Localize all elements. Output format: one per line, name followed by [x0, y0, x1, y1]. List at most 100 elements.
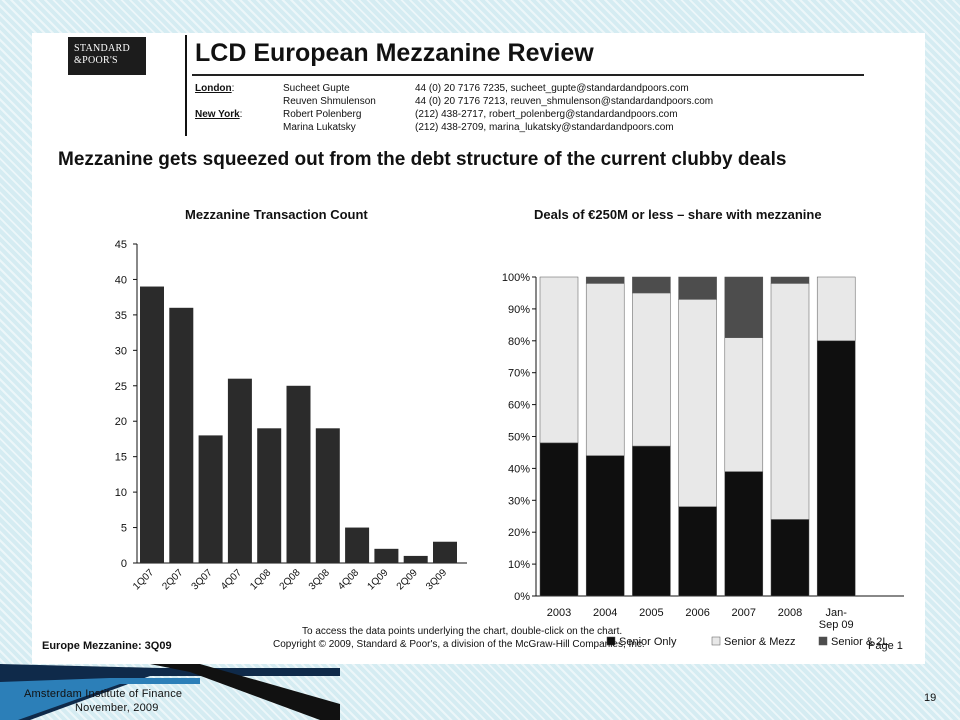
y-tick-label: 0: [121, 558, 127, 570]
x-tick-label: 2006: [685, 607, 709, 619]
contact-name: Sucheet Gupte: [283, 83, 350, 94]
y-tick-label: 10%: [508, 559, 530, 571]
x-tick-label: Sep 09: [819, 619, 854, 631]
bar: [140, 286, 164, 563]
x-tick-label: 1Q07: [131, 567, 156, 592]
stacked-bar-segment: [678, 299, 717, 507]
y-tick-label: 25: [115, 381, 127, 393]
y-tick-label: 90%: [508, 304, 530, 316]
y-tick-label: 40%: [508, 463, 530, 475]
headline: Mezzanine gets squeezed out from the deb…: [58, 149, 787, 170]
y-tick-label: 15: [115, 452, 127, 464]
contact-info: (212) 438-2709, marina_lukatsky@standard…: [415, 122, 674, 133]
stacked-bar-segment: [770, 276, 810, 284]
bar: [345, 527, 370, 563]
x-tick-label: 2004: [593, 607, 617, 619]
y-tick-label: 70%: [508, 368, 530, 380]
legend-swatch: [818, 636, 828, 646]
x-tick-label: 2008: [778, 607, 802, 619]
slide-date: November, 2009: [75, 702, 159, 714]
stacked-bar-segment: [539, 442, 579, 597]
stacked-bar-segment: [770, 519, 810, 597]
x-tick-label: 2005: [639, 607, 663, 619]
sp-logo: STANDARD &POOR'S: [68, 37, 146, 75]
y-tick-label: 50%: [508, 432, 530, 444]
footer-section-label: Europe Mezzanine: 3Q09: [42, 640, 172, 652]
y-tick-label: 5: [121, 523, 127, 535]
contact-city-london: London:: [195, 83, 235, 94]
legend-swatch: [606, 636, 616, 646]
x-tick-label: 4Q08: [336, 567, 361, 592]
x-tick-label: 2Q09: [395, 567, 420, 592]
contact-name: Marina Lukatsky: [283, 122, 356, 133]
legend-label: Senior & 2L: [831, 636, 888, 648]
chart2-title: Deals of €250M or less – share with mezz…: [534, 207, 822, 222]
x-tick-label: 4Q07: [219, 567, 244, 592]
institute-name: Amsterdam Institute of Finance: [24, 688, 183, 700]
y-tick-label: 10: [115, 487, 127, 499]
x-tick-label: 3Q08: [307, 567, 332, 592]
stacked-bar-segment: [585, 276, 625, 284]
stacked-bar-segment: [632, 445, 671, 597]
footer-page-number: Page 1: [868, 640, 903, 652]
stacked-bar-segment: [816, 340, 856, 597]
bar: [286, 385, 311, 563]
y-tick-label: 80%: [508, 336, 530, 348]
y-tick-label: 20%: [508, 527, 530, 539]
decorative-corner-stripes: [0, 664, 340, 720]
mezzanine-share-chart: 0% 10% 20% 30% 40% 50% 60% 70% 80% 90% 100% 2003 200…: [502, 272, 904, 648]
stacked-bar-segment: [585, 283, 625, 456]
bar: [315, 428, 340, 563]
stacked-bar-segment: [724, 276, 764, 338]
x-tick-label: 1Q08: [248, 567, 273, 592]
slide-number: 19: [924, 692, 937, 704]
contact-city-new-york: New York:: [195, 109, 243, 120]
stacked-bar-segment: [678, 276, 717, 300]
bar: [227, 378, 252, 563]
y-tick-label: 0%: [514, 591, 530, 603]
bar: [257, 428, 282, 563]
logo-line-1: STANDARD: [74, 43, 131, 54]
stacked-bar-segment: [632, 276, 671, 294]
contact-info: (212) 438-2717, robert_polenberg@standar…: [415, 109, 678, 120]
x-tick-label: 2007: [732, 607, 756, 619]
y-tick-label: 20: [115, 416, 127, 428]
contact-name: Robert Polenberg: [283, 109, 362, 120]
stacked-bar-segment: [632, 292, 671, 447]
x-tick-label: 1Q09: [365, 567, 390, 592]
bar: [169, 307, 194, 563]
stacked-bar-segment: [724, 337, 764, 472]
x-tick-label: Jan-: [825, 607, 847, 619]
bar: [374, 548, 399, 563]
stacked-bar-segment: [816, 276, 856, 342]
report-title: LCD European Mezzanine Review: [195, 39, 594, 67]
report-page: STANDARD &POOR'S LCD European Mezzanine …: [32, 33, 925, 664]
y-tick-label: 100%: [502, 272, 530, 284]
y-tick-label: 30: [115, 345, 127, 357]
x-tick-label: 3Q07: [190, 567, 215, 592]
y-tick-label: 35: [115, 310, 127, 322]
y-tick-label: 60%: [508, 400, 530, 412]
x-tick-label: 2Q07: [160, 567, 185, 592]
footer-copyright: Copyright © 2009, Standard & Poor's, a d…: [273, 639, 645, 650]
stacked-bar-segment: [678, 506, 717, 597]
legend-label: Senior Only: [619, 636, 677, 648]
y-tick-label: 30%: [508, 495, 530, 507]
logo-line-2: &POOR'S: [74, 55, 118, 66]
x-tick-label: 2003: [547, 607, 571, 619]
stacked-bar-segment: [770, 283, 810, 520]
chart1-title: Mezzanine Transaction Count: [185, 207, 368, 222]
x-tick-label: 3Q09: [424, 567, 449, 592]
contact-info: 44 (0) 20 7176 7235, sucheet_gupte@stand…: [415, 83, 689, 94]
bar: [433, 541, 457, 563]
title-rule: [192, 74, 864, 76]
y-tick-label: 40: [115, 274, 127, 286]
x-tick-label: 2Q08: [278, 567, 303, 592]
legend-label: Senior & Mezz: [724, 636, 796, 648]
contact-name: Reuven Shmulenson: [283, 96, 376, 107]
bar: [198, 435, 223, 563]
footer-note: To access the data points underlying the…: [302, 626, 623, 637]
bar: [403, 555, 428, 563]
stacked-bar-segment: [724, 471, 764, 597]
